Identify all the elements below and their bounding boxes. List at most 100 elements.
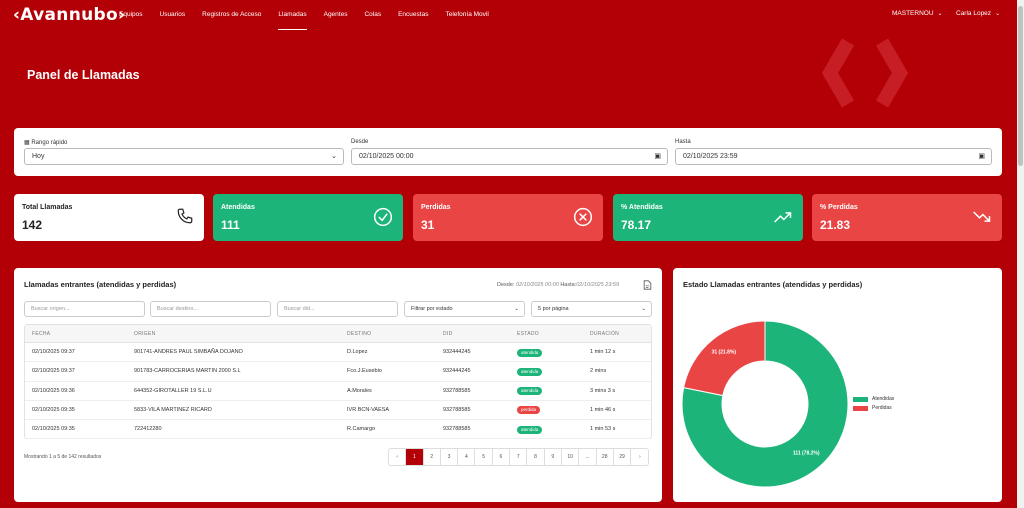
nav-item-encuestas[interactable]: Encuestas <box>398 11 429 18</box>
cell-fecha: 02/10/2025 09:35 <box>32 426 75 433</box>
top-navbar: ‹Avannubo› Equipos Usuarios Registros de… <box>0 0 1017 30</box>
chevron-down-icon: ⌄ <box>937 11 943 17</box>
cell-duracion: 1 min 53 s <box>590 426 616 433</box>
page-button[interactable]: 9 <box>545 449 562 465</box>
page-button[interactable]: 1 <box>406 449 424 465</box>
pie-slice-atendidas[interactable] <box>681 320 849 488</box>
pie-slice-perdidas[interactable] <box>683 320 766 397</box>
results-summary: Mostrando 1 a 5 de 142 resultados <box>24 454 102 460</box>
from-date-input[interactable]: 02/10/2025 00:00 ▣ <box>351 148 668 165</box>
calls-status-chart-card: Estado Llamadas entrantes (atendidas y p… <box>673 268 1002 502</box>
prev-page-button[interactable]: ‹ <box>389 449 407 465</box>
org-dropdown[interactable]: MASTERNOU ⌄ <box>892 10 943 17</box>
stat-label: % Atendidas <box>621 204 663 211</box>
x-circle-icon <box>573 207 593 227</box>
table-row[interactable]: 02/10/2025 09:35 5833-VILA MARTINEZ RICAR… <box>25 401 651 421</box>
calls-table-card: Llamadas entrantes (atendidas y perdidas… <box>14 268 662 502</box>
per-page-select[interactable]: 5 por página ⌄ <box>531 301 652 317</box>
column-header-estado[interactable]: ESTADO <box>517 331 539 337</box>
legend-item-atendidas[interactable]: Atendidas <box>853 396 894 402</box>
nav-item-equipos[interactable]: Equipos <box>119 11 143 18</box>
range-to-label: Hasta: <box>560 282 577 288</box>
status-badge: atendida <box>517 425 543 434</box>
page-button[interactable]: 10 <box>562 449 580 465</box>
nav-item-telefonia[interactable]: Telefonía Movil <box>445 11 489 18</box>
legend-item-perdidas[interactable]: Perdidas <box>853 405 894 411</box>
column-header-origen[interactable]: ORIGEN <box>134 331 156 337</box>
chevron-down-icon: ⌄ <box>514 306 519 312</box>
nav-item-registros[interactable]: Registros de Acceso <box>202 11 262 18</box>
export-file-icon[interactable] <box>643 280 652 290</box>
calls-table-title: Llamadas entrantes (atendidas y perdidas… <box>24 280 177 289</box>
range-from: 02/10/2025 00:00 <box>515 282 559 288</box>
page-button[interactable]: 3 <box>441 449 459 465</box>
phone-icon <box>177 208 193 224</box>
brand-logo[interactable]: ‹Avannubo› <box>13 5 126 25</box>
slice-data-label: 111 (78.2%) <box>793 450 820 456</box>
nav-item-agentes[interactable]: Agentes <box>323 11 348 18</box>
cell-duracion: 3 mins 3 s <box>590 387 616 394</box>
page-scrollbar[interactable] <box>1017 0 1024 508</box>
table-row[interactable]: 02/10/2025 09:36 644352-GIROTALLER 19 S.L… <box>25 382 651 401</box>
next-page-button[interactable]: › <box>638 454 641 460</box>
table-row[interactable]: 02/10/2025 09:37 901783-CARROCERIAS MARTI… <box>25 362 651 382</box>
scrollbar-thumb[interactable] <box>1018 6 1023 166</box>
search-origin-input[interactable]: Buscar origen... <box>24 301 145 317</box>
status-badge: atendida <box>517 387 543 396</box>
status-badge: perdida <box>517 406 541 415</box>
per-page-value: 5 por página <box>538 306 569 312</box>
trending-down-icon <box>973 211 991 222</box>
to-label: Hasta <box>675 139 691 145</box>
date-filters-card: ▦ Rango rápido Hoy ⌄ Desde 02/10/2025 00:… <box>14 128 1002 176</box>
stat-label: % Perdidas <box>820 204 858 211</box>
column-header-duracion[interactable]: DURACIÓN <box>590 331 620 337</box>
page-button[interactable]: 4 <box>458 449 476 465</box>
cell-fecha: 02/10/2025 09:37 <box>32 368 75 375</box>
to-date-input[interactable]: 02/10/2025 23:59 ▣ <box>675 148 992 165</box>
background-logo-icon <box>821 38 909 108</box>
pagination: ‹ 1 2 3 4 5 6 7 8 9 10... 28 29 › <box>388 448 650 466</box>
cell-origen: 5833-VILA MARTINEZ RICARD <box>134 406 212 413</box>
stat-value: 111 <box>221 218 240 232</box>
legend-swatch <box>853 405 868 411</box>
nav-item-llamadas[interactable]: Llamadas <box>278 0 307 30</box>
stat-label: Perdidas <box>421 204 451 211</box>
cell-duracion: 1 min 46 s <box>590 406 616 413</box>
nav-item-colas[interactable]: Colas <box>364 11 382 18</box>
table-row[interactable]: 02/10/2025 09:37 901741-ANDRES PAUL SIMBA… <box>25 343 651 363</box>
search-destination-input[interactable]: Buscar destino... <box>150 301 271 317</box>
cell-origen: 644352-GIROTALLER 19 S.L.U <box>134 387 212 394</box>
column-header-did[interactable]: DID <box>443 331 453 337</box>
column-header-destino[interactable]: DESTINO <box>347 331 372 337</box>
page-button[interactable]: 5 <box>475 449 493 465</box>
cell-fecha: 02/10/2025 09:35 <box>32 406 75 413</box>
stat-total: Total Llamadas 142 <box>14 194 204 241</box>
table-row[interactable]: 02/10/2025 09:35 722412280 R.Camargo 932788… <box>25 420 651 440</box>
stat-label: Atendidas <box>221 204 255 211</box>
page-button[interactable]: 6 <box>493 449 511 465</box>
page-button[interactable]: 28 <box>597 449 614 465</box>
column-header-fecha[interactable]: FECHA <box>32 331 51 337</box>
cell-origen: 722412280 <box>134 426 162 433</box>
state-filter-select[interactable]: Filtrar por estado ⌄ <box>404 301 525 317</box>
cell-did: 932788585 <box>443 406 471 413</box>
cell-did: 932444245 <box>443 368 471 375</box>
page-button[interactable]: 29 <box>614 449 632 465</box>
from-label: Desde <box>351 139 369 145</box>
status-badge: atendida <box>517 348 543 357</box>
stat-value: 142 <box>22 218 43 232</box>
page-title: Panel de Llamadas <box>27 68 140 82</box>
nav-item-usuarios[interactable]: Usuarios <box>159 11 186 18</box>
org-name: MASTERNOU <box>892 10 934 17</box>
cell-did: 932444245 <box>443 349 471 355</box>
range-from-label: Desde: <box>497 282 515 288</box>
state-filter-value: Filtrar por estado <box>411 306 453 312</box>
user-dropdown[interactable]: Carla Lopez ⌄ <box>956 10 1000 17</box>
quick-range-select[interactable]: Hoy ⌄ <box>24 148 344 165</box>
donut-chart: 111 (78.2%) 31 (21.8%) <box>681 320 849 488</box>
search-did-input[interactable]: Buscar did... <box>277 301 398 317</box>
page-button[interactable]: 8 <box>527 449 545 465</box>
page-button[interactable]: 2 <box>424 449 441 465</box>
cell-duracion: 2 mins <box>590 368 607 375</box>
page-button[interactable]: 7 <box>510 449 528 465</box>
